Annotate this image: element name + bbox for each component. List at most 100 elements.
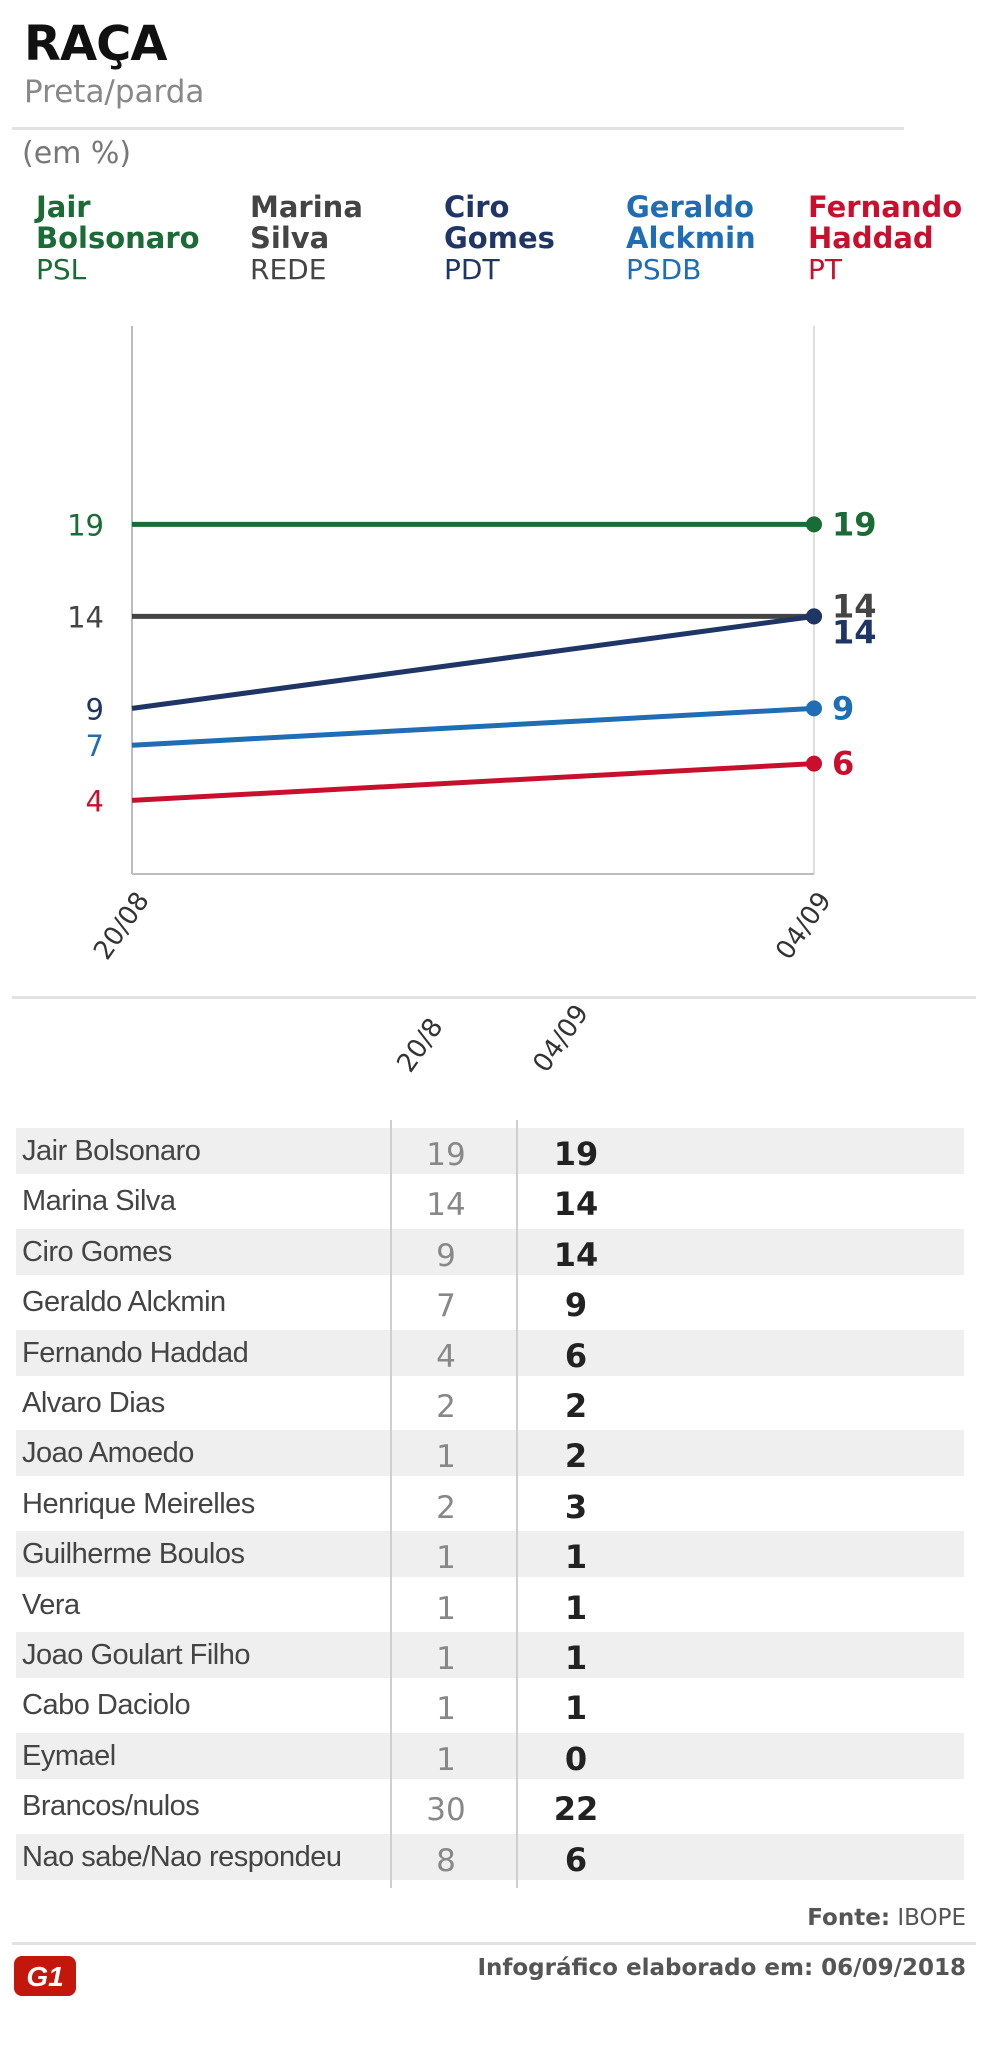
row-value-04-09: 1 xyxy=(564,1588,588,1627)
row-candidate-name: Joao Amoedo xyxy=(22,1437,194,1470)
source-label: Fonte: xyxy=(807,1905,891,1931)
row-value-04-09: 2 xyxy=(564,1437,588,1476)
row-value-04-09: 6 xyxy=(564,1840,588,1879)
row-candidate-name: Nao sabe/Nao respondeu xyxy=(22,1840,342,1873)
row-value-20-8: 4 xyxy=(436,1338,456,1375)
row-candidate-name: Jair Bolsonaro xyxy=(22,1135,201,1167)
row-value-20-8: 7 xyxy=(436,1288,456,1325)
row-value-20-8: 19 xyxy=(426,1137,466,1173)
row-candidate-name: Geraldo Alckmin xyxy=(22,1286,226,1319)
row-candidate-name: Joao Goulart Filho xyxy=(22,1639,250,1671)
start-value-label: 9 xyxy=(86,692,104,726)
divider xyxy=(12,1942,976,1945)
legend-candidate-name: Jair Bolsonaro xyxy=(36,190,200,255)
table-row: Vera 1 1 xyxy=(16,1582,964,1628)
row-value-20-8: 1 xyxy=(436,1590,456,1627)
table-row: Eymael 1 0 xyxy=(16,1732,964,1779)
legend-item: Fernando Haddad PT xyxy=(808,192,962,286)
data-point xyxy=(806,700,822,717)
series-line xyxy=(131,705,815,748)
row-candidate-name: Guilherme Boulos xyxy=(22,1538,245,1571)
row-candidate-name: Cabo Daciolo xyxy=(22,1689,191,1722)
legend-party: PT xyxy=(808,253,842,286)
table-row: Brancos/nulos 30 22 xyxy=(16,1783,964,1829)
row-value-04-09: 19 xyxy=(553,1135,599,1173)
row-candidate-name: Eymael xyxy=(22,1739,116,1772)
row-value-04-09: 2 xyxy=(564,1387,588,1425)
row-value-04-09: 1 xyxy=(564,1639,588,1677)
start-value-label: 14 xyxy=(67,600,104,634)
legend-item: Geraldo Alckmin PSDB xyxy=(626,190,756,286)
source-value: IBOPE xyxy=(897,1905,966,1931)
table-row: Henrique Meirelles 2 3 xyxy=(16,1481,964,1527)
row-value-20-8: 1 xyxy=(436,1540,456,1577)
legend-candidate-name: Marina Silva xyxy=(250,190,363,255)
row-value-04-09: 1 xyxy=(564,1689,588,1728)
legend-candidate-name: Geraldo Alckmin xyxy=(626,190,756,255)
row-candidate-name: Marina Silva xyxy=(22,1185,176,1218)
start-value-label: 7 xyxy=(86,729,104,763)
row-candidate-name: Fernando Haddad xyxy=(22,1336,249,1369)
row-value-20-8: 30 xyxy=(426,1792,466,1829)
row-value-20-8: 1 xyxy=(436,1691,456,1728)
data-point xyxy=(806,755,822,772)
row-value-04-09: 14 xyxy=(553,1185,599,1224)
column-divider xyxy=(390,1120,392,1888)
g1-logo: G1 xyxy=(14,1956,76,1996)
legend-party: PSL xyxy=(36,253,87,286)
row-value-20-8: 1 xyxy=(436,1439,456,1476)
legend-party: PSDB xyxy=(626,253,702,286)
row-value-04-09: 22 xyxy=(553,1790,599,1829)
row-value-20-8: 8 xyxy=(436,1842,456,1879)
row-value-20-8: 2 xyxy=(436,1389,456,1425)
logo-text: G1 xyxy=(26,1961,63,1992)
page-title: RAÇA xyxy=(24,16,167,72)
row-candidate-name: Ciro Gomes xyxy=(22,1235,172,1268)
row-value-20-8: 9 xyxy=(436,1237,456,1274)
row-value-20-8: 2 xyxy=(436,1489,456,1526)
series-line xyxy=(131,613,815,711)
x-tick-label: 04/09 xyxy=(770,887,838,966)
end-value-label: 9 xyxy=(832,689,854,727)
start-value-label: 19 xyxy=(67,508,104,542)
table-row: Joao Goulart Filho 1 1 xyxy=(16,1632,964,1678)
column-header-2: 04/09 xyxy=(527,999,595,1078)
end-value-label: 19 xyxy=(832,505,877,543)
row-value-04-09: 14 xyxy=(553,1235,599,1274)
legend-party: REDE xyxy=(250,253,327,286)
table-row: Guilherme Boulos 1 1 xyxy=(16,1531,964,1578)
legend-item: Ciro Gomes PDT xyxy=(444,190,555,286)
row-value-04-09: 0 xyxy=(564,1739,588,1778)
table-row: Jair Bolsonaro 19 19 xyxy=(16,1128,964,1174)
row-candidate-name: Alvaro Dias xyxy=(22,1387,165,1419)
table-row: Nao sabe/Nao respondeu 8 6 xyxy=(16,1833,964,1880)
row-candidate-name: Vera xyxy=(22,1588,80,1621)
row-value-04-09: 9 xyxy=(564,1286,588,1325)
credit-note: Infográfico elaborado em: 06/09/2018 xyxy=(477,1955,966,1981)
table-row: Joao Amoedo 1 2 xyxy=(16,1430,964,1477)
row-candidate-name: Brancos/nulos xyxy=(22,1790,200,1823)
page-subtitle: Preta/parda xyxy=(24,74,205,110)
data-point xyxy=(806,516,822,533)
table-row: Cabo Daciolo 1 1 xyxy=(16,1682,964,1728)
end-value-label: 6 xyxy=(832,745,854,783)
table-row: Alvaro Dias 2 2 xyxy=(16,1380,964,1426)
series-line xyxy=(131,761,815,803)
unit-label: (em %) xyxy=(22,136,132,171)
row-value-04-09: 6 xyxy=(564,1336,588,1375)
legend-candidate-name: Ciro Gomes xyxy=(444,190,555,255)
end-value-label: 14 xyxy=(832,613,877,651)
row-value-04-09: 1 xyxy=(564,1538,588,1577)
x-tick-label: 20/08 xyxy=(88,887,156,966)
row-value-04-09: 3 xyxy=(564,1487,588,1526)
row-candidate-name: Henrique Meirelles xyxy=(22,1487,255,1520)
legend-item: Jair Bolsonaro PSL xyxy=(36,190,200,286)
column-header-1: 20/8 xyxy=(391,1012,450,1078)
source-note: Fonte: IBOPE xyxy=(807,1905,966,1931)
results-table: 20/8 04/09 Jair Bolsonaro 19 19 Marina Silv… xyxy=(0,999,984,1900)
legend-item: Marina Silva REDE xyxy=(250,190,363,286)
table-row: Fernando Haddad 4 6 xyxy=(16,1329,964,1376)
start-value-label: 4 xyxy=(86,784,104,818)
row-value-20-8: 1 xyxy=(436,1641,456,1677)
